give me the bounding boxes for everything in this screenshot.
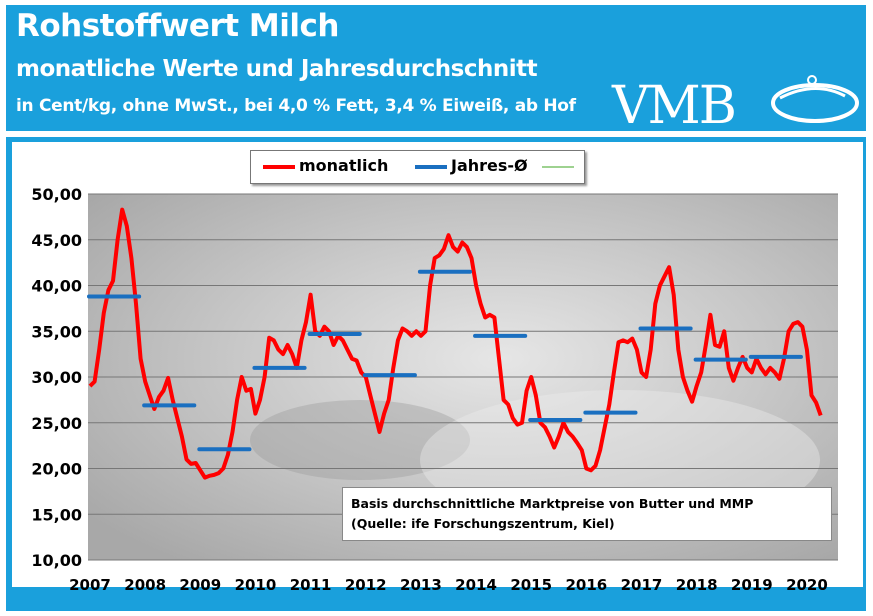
y-tick-label: 50,00 xyxy=(31,185,82,204)
monthly-line xyxy=(88,207,823,480)
note-line-2: (Quelle: ife Forschungszentrum, Kiel) xyxy=(351,516,615,531)
note-line-1: Basis durchschnittliche Marktpreise von … xyxy=(351,496,754,511)
x-tick-label: 2013 xyxy=(400,576,442,594)
header-banner xyxy=(6,5,866,131)
x-tick-label: 2017 xyxy=(621,576,663,594)
y-tick-label: 45,00 xyxy=(31,231,82,250)
legend-monthly-label: monatlich xyxy=(299,156,389,175)
x-tick-label: 2015 xyxy=(510,576,552,594)
x-tick-label: 2011 xyxy=(290,576,332,594)
legend-annual-label: Jahres-Ø xyxy=(451,156,528,175)
y-tick-label: 10,00 xyxy=(31,551,82,570)
y-tick-label: 30,00 xyxy=(31,368,82,387)
y-tick-label: 20,00 xyxy=(31,460,82,479)
y-tick-label: 35,00 xyxy=(31,322,82,341)
source-note: Basis durchschnittliche Marktpreise von … xyxy=(342,487,832,541)
x-tick-label: 2016 xyxy=(565,576,607,594)
y-tick-label: 40,00 xyxy=(31,277,82,296)
chart-units: in Cent/kg, ohne MwSt., bei 4,0 % Fett, … xyxy=(16,96,576,116)
x-tick-label: 2019 xyxy=(731,576,773,594)
x-tick-label: 2018 xyxy=(676,576,718,594)
legend: monatlich Jahres-Ø xyxy=(250,150,585,184)
y-tick-label: 25,00 xyxy=(31,414,82,433)
x-tick-label: 2008 xyxy=(124,576,166,594)
x-tick-label: 2020 xyxy=(786,576,828,594)
logo-emblem xyxy=(771,75,859,123)
chart-title: Rohstoffwert Milch xyxy=(16,8,339,44)
x-tick-label: 2007 xyxy=(69,576,111,594)
chart-subtitle: monatliche Werte und Jahresdurchschnitt xyxy=(16,56,538,82)
x-tick-label: 2009 xyxy=(179,576,221,594)
x-tick-label: 2012 xyxy=(345,576,387,594)
x-tick-label: 2010 xyxy=(235,576,277,594)
y-tick-label: 15,00 xyxy=(31,505,82,524)
vmb-logo: VMB xyxy=(612,76,737,136)
x-tick-label: 2014 xyxy=(455,576,497,594)
